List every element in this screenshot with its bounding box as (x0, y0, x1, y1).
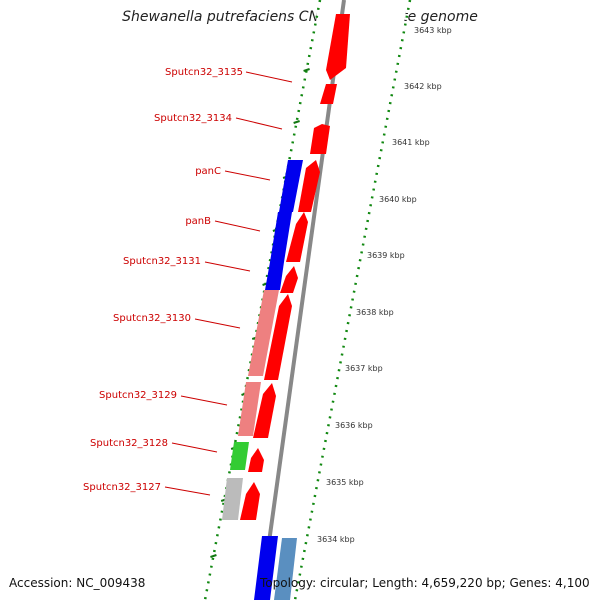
gene-block-sputcn32-3127[interactable] (222, 478, 243, 520)
label-leaders (164, 71, 293, 496)
gene-block-panb[interactable] (270, 212, 292, 262)
gene-arrow-sputcn32-3135b[interactable] (320, 84, 337, 104)
gene-arrow-sputcn32-3129[interactable] (253, 383, 276, 438)
scale-label-3636: 3636 kbp (335, 421, 373, 430)
ring-tick-0 (303, 68, 310, 72)
label-panc[interactable]: panC (195, 166, 221, 177)
track-band (265, 0, 408, 600)
label-sputcn32-3130[interactable]: Sputcn32_3130 (113, 313, 191, 324)
label-sputcn32-3127[interactable]: Sputcn32_3127 (83, 482, 161, 493)
scale-labels: 3643 kbp 3642 kbp 3641 kbp 3640 kbp 3639… (317, 26, 452, 544)
ring-tick-9 (210, 554, 217, 558)
leader-sputcn32-3134 (235, 117, 283, 130)
gene-block-steelblue-bottom[interactable] (274, 538, 297, 600)
gene-block-panc[interactable] (279, 160, 303, 212)
scale-label-3634: 3634 kbp (317, 535, 355, 544)
gene-arrow-sputcn32-3135[interactable] (326, 14, 350, 80)
gene-arrow-sputcn32-3130[interactable] (264, 294, 292, 380)
label-sputcn32-3135[interactable]: Sputcn32_3135 (165, 67, 243, 78)
leader-sputcn32-3128 (171, 442, 218, 453)
leader-sputcn32-3135 (245, 71, 293, 83)
gene-block-sputcn32-3128[interactable] (230, 442, 249, 470)
gene-labels: Sputcn32_3135 Sputcn32_3134 panC panB Sp… (83, 67, 243, 493)
gene-block-blue-bottom[interactable] (254, 536, 278, 600)
scale-label-3635: 3635 kbp (326, 478, 364, 487)
leader-panc (224, 170, 271, 181)
ring-tick-1 (293, 120, 300, 124)
scale-label-3643: 3643 kbp (414, 26, 452, 35)
leader-sputcn32-3131 (204, 261, 251, 272)
accession-text: Accession: NC_009438 (9, 576, 146, 590)
gene-arrow-sputcn32-3134[interactable] (310, 124, 330, 154)
scale-label-3641: 3641 kbp (392, 138, 430, 147)
scale-label-3637: 3637 kbp (345, 364, 383, 373)
label-sputcn32-3129[interactable]: Sputcn32_3129 (99, 390, 177, 401)
gene-block-sputcn32-3129[interactable] (238, 382, 261, 436)
genome-summary-text: Topology: circular; Length: 4,659,220 bp… (260, 576, 590, 590)
leader-sputcn32-3130 (194, 318, 241, 329)
scale-label-3642: 3642 kbp (404, 82, 442, 91)
scale-label-3639: 3639 kbp (367, 251, 405, 260)
gene-block-sputcn32-3130[interactable] (248, 290, 279, 376)
gene-arrow-sputcn32-3127[interactable] (240, 482, 260, 520)
gene-block-sputcn32-3131[interactable] (265, 262, 284, 290)
leader-panb (214, 220, 261, 232)
label-sputcn32-3131[interactable]: Sputcn32_3131 (123, 256, 201, 267)
scale-label-3640: 3640 kbp (379, 195, 417, 204)
leader-sputcn32-3129 (180, 395, 228, 406)
gene-arrow-sputcn32-3128[interactable] (248, 448, 264, 472)
label-sputcn32-3134[interactable]: Sputcn32_3134 (154, 113, 232, 124)
scale-label-3638: 3638 kbp (356, 308, 394, 317)
genes (222, 14, 350, 600)
gene-arrow-panc[interactable] (298, 160, 320, 212)
gene-arrow-panb[interactable] (286, 212, 308, 262)
gene-arrow-sputcn32-3131[interactable] (280, 266, 298, 293)
label-panb[interactable]: panB (185, 216, 211, 227)
leader-sputcn32-3127 (164, 486, 211, 496)
inner-dotted-ring (293, 0, 412, 600)
label-sputcn32-3128[interactable]: Sputcn32_3128 (90, 438, 168, 449)
